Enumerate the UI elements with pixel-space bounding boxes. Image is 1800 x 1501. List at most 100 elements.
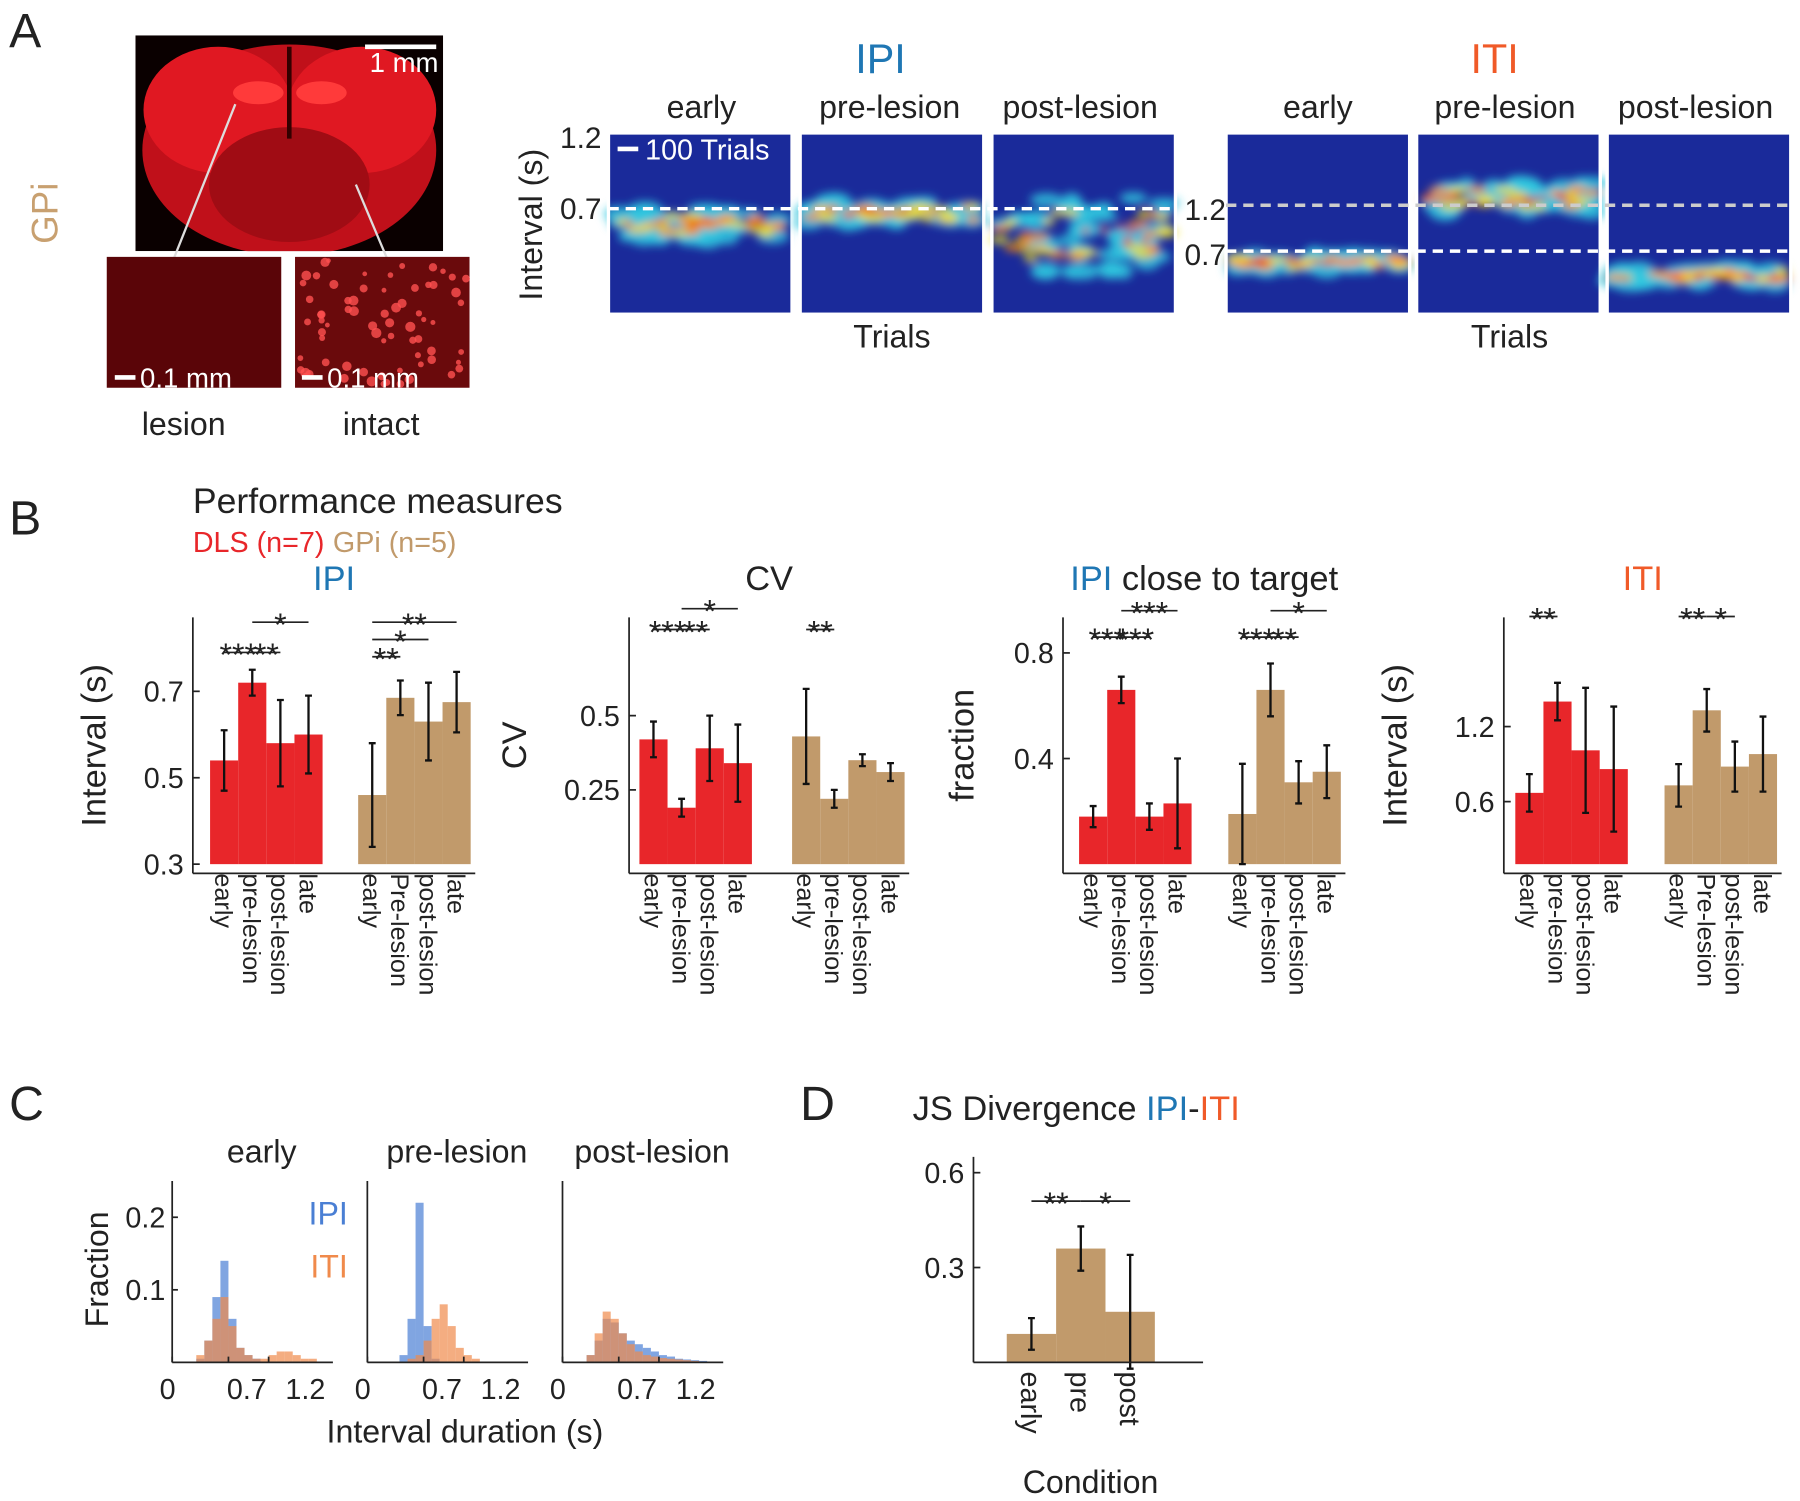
y-tick-label: 0.3 bbox=[924, 1253, 964, 1285]
cell bbox=[399, 263, 406, 269]
panel-label: B bbox=[9, 492, 41, 546]
cell bbox=[319, 335, 326, 342]
cell bbox=[430, 320, 436, 325]
heatmap-blob bbox=[758, 220, 768, 226]
inset-image bbox=[106, 256, 282, 388]
bar bbox=[1692, 710, 1721, 865]
chart-title: early bbox=[227, 1134, 297, 1170]
y-axis-label: Interval (s) bbox=[1376, 664, 1414, 827]
chart-title: pre-lesion bbox=[386, 1134, 527, 1170]
bar bbox=[1107, 689, 1136, 865]
heatmap-blob bbox=[1696, 272, 1706, 277]
error-bar bbox=[858, 753, 866, 768]
heatmap-blobs bbox=[988, 192, 1181, 280]
heatmap-xlabel: Trials bbox=[1471, 319, 1548, 355]
inset-texture bbox=[297, 257, 470, 388]
heatmap-group-title: ITI bbox=[1471, 36, 1519, 82]
bar bbox=[386, 697, 415, 865]
cell bbox=[425, 281, 432, 289]
heatmap-blob bbox=[703, 222, 717, 230]
cell bbox=[391, 302, 402, 313]
x-tick-label: early bbox=[1078, 873, 1106, 928]
legend-item: GPi (n=5) bbox=[333, 527, 457, 559]
heatmap-blob bbox=[1549, 190, 1562, 198]
heatmap-blob bbox=[1270, 256, 1285, 264]
heatmap-blob bbox=[989, 236, 1010, 244]
heatmap-blob bbox=[1423, 194, 1433, 199]
x-tick-label: early bbox=[1514, 873, 1542, 928]
panel-label: D bbox=[800, 1077, 835, 1131]
x-tick-label: 0.7 bbox=[227, 1374, 267, 1406]
heatmap-blob bbox=[1004, 244, 1025, 252]
cell bbox=[301, 270, 312, 281]
y-tick-label: 0.3 bbox=[144, 849, 184, 881]
heatmap-blob bbox=[1723, 271, 1737, 279]
x-axis-label: Condition bbox=[1023, 1464, 1159, 1500]
x-tick-label: post-lesion bbox=[1720, 873, 1748, 995]
region-label: GPi bbox=[24, 183, 65, 244]
significance-label: ** bbox=[1044, 1186, 1069, 1222]
y-tick-label: 0.8 bbox=[1014, 638, 1054, 670]
x-tick-label: early bbox=[638, 873, 666, 928]
heatmap-blob bbox=[1119, 192, 1147, 204]
heatmap-xlabel: Trials bbox=[853, 319, 930, 355]
x-tick-label: early bbox=[209, 873, 237, 928]
heatmap-blob bbox=[1132, 251, 1154, 259]
heatmap bbox=[988, 131, 1181, 316]
cell bbox=[429, 280, 438, 290]
histogram-bar bbox=[463, 1355, 472, 1363]
error-bar bbox=[887, 762, 894, 783]
x-tick-label: post-lesion bbox=[413, 873, 441, 995]
x-tick-label: early bbox=[791, 873, 819, 928]
heatmap-blob bbox=[1765, 276, 1785, 284]
cell bbox=[462, 274, 470, 283]
chart-title: CV bbox=[745, 560, 793, 598]
heatmap-blob bbox=[864, 210, 874, 215]
x-tick-label: late bbox=[723, 873, 751, 914]
chart-title: post-lesion bbox=[574, 1134, 729, 1170]
significance-label: *** bbox=[1117, 622, 1155, 658]
error-bar bbox=[706, 714, 714, 783]
histogram-bar bbox=[602, 1311, 611, 1363]
error-bar bbox=[1554, 681, 1561, 722]
histogram-bar bbox=[586, 1355, 595, 1363]
heatmap-blob bbox=[692, 232, 723, 249]
heatmap-blob bbox=[1493, 186, 1516, 194]
x-tick-label: late bbox=[1748, 873, 1776, 914]
heatmap-blob bbox=[1322, 261, 1332, 267]
inset-label: lesion bbox=[142, 406, 226, 442]
x-tick-label: pre-lesion bbox=[1255, 873, 1283, 984]
histogram-bar bbox=[439, 1304, 448, 1363]
cell bbox=[305, 295, 314, 304]
cell bbox=[448, 273, 456, 281]
x-tick-label: pre-lesion bbox=[1106, 873, 1134, 984]
error-bar bbox=[1089, 804, 1097, 829]
heatmap-blobs bbox=[792, 192, 989, 232]
heatmap-blob bbox=[1006, 211, 1038, 222]
x-tick-label: post-lesion bbox=[265, 873, 293, 995]
heatmap-blobs bbox=[603, 201, 791, 249]
histogram-bar bbox=[642, 1355, 651, 1363]
error-bar bbox=[305, 694, 312, 775]
cell bbox=[387, 272, 394, 278]
cell bbox=[447, 370, 456, 379]
error-bar bbox=[1675, 762, 1683, 808]
heatmap-blob bbox=[1061, 192, 1082, 211]
heatmap-blob bbox=[1126, 220, 1150, 228]
heatmap-blob bbox=[1558, 191, 1568, 197]
heatmap-blob bbox=[1126, 228, 1136, 234]
heatmap-blob bbox=[1113, 262, 1133, 280]
cell bbox=[421, 316, 427, 323]
significance-label: * bbox=[1099, 1186, 1112, 1222]
histogram-bar bbox=[204, 1340, 213, 1363]
cell bbox=[427, 346, 436, 356]
heatmap-blob bbox=[1125, 244, 1148, 252]
scale-label: 1 mm bbox=[370, 47, 439, 78]
legend-item: IPI bbox=[309, 1196, 348, 1232]
heatmap-blob bbox=[651, 233, 670, 246]
error-bar bbox=[276, 698, 284, 788]
histogram-bar bbox=[252, 1358, 261, 1363]
heatmap-tick-label: 0.7 bbox=[560, 193, 601, 226]
x-tick-label: 0.7 bbox=[617, 1374, 657, 1406]
x-tick-label: late bbox=[1599, 873, 1627, 914]
